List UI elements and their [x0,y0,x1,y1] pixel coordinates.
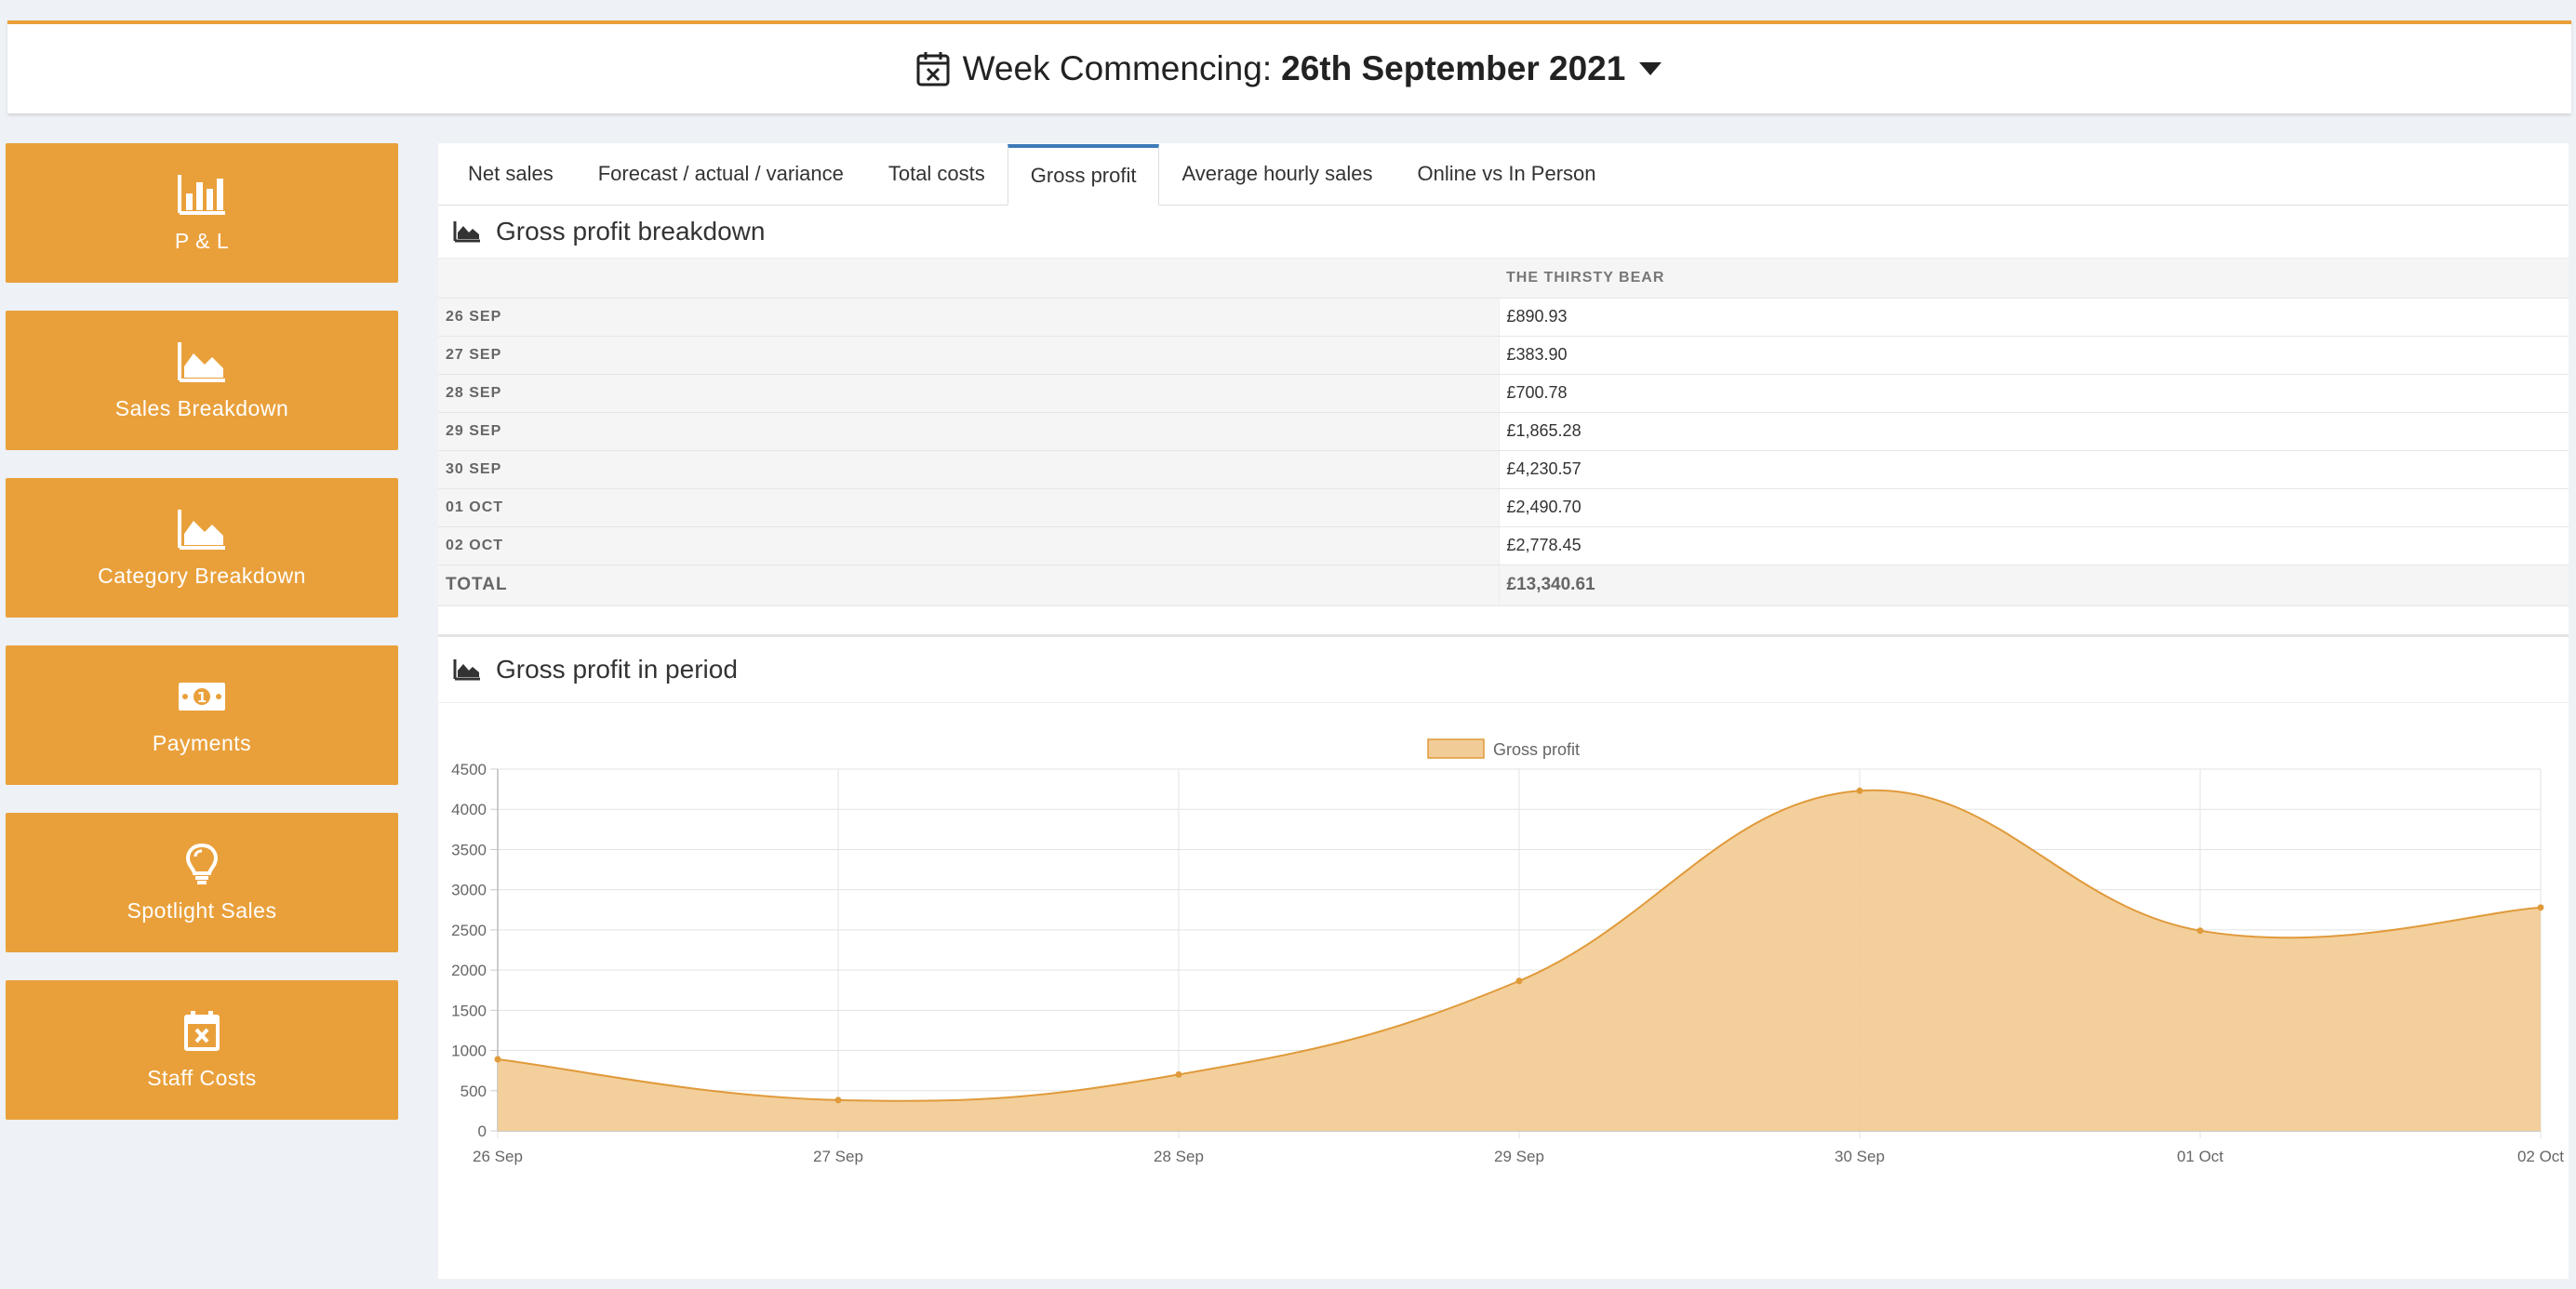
x-tick-label: 30 Sep [1835,1148,1885,1165]
y-tick-label: 2500 [451,921,487,938]
tab-bar: Net sales Forecast / actual / variance T… [438,143,2569,206]
x-tick-label: 01 Oct [2177,1148,2223,1165]
week-value: 26th September 2021 [1281,49,1626,87]
data-point [2196,926,2204,934]
week-header[interactable]: Week Commencing: 26th September 2021 [7,20,2571,113]
row-date: 02 OCT [438,526,1500,565]
data-point [2537,903,2544,910]
row-date: 30 SEP [438,450,1500,489]
row-date: 28 SEP [438,374,1500,413]
sidebar-item-label: Payments [152,730,252,755]
period-title: Gross profit in period [496,654,738,684]
legend-swatch [1427,738,1485,759]
sidebar-item-category-breakdown[interactable]: Category Breakdown [6,478,398,618]
x-tick-label: 26 Sep [473,1148,523,1165]
table-row: 02 OCT £2,778.45 [438,526,2569,565]
data-point [494,1055,501,1062]
sidebar-item-label: Category Breakdown [98,563,306,588]
sidebar-item-payments[interactable]: 1 Payments [6,645,398,785]
data-point [1175,1070,1182,1078]
row-date: 29 SEP [438,412,1500,451]
sidebar: P & L Sales Breakdown Category Breakdown… [6,143,398,1148]
y-tick-label: 1500 [451,1002,487,1019]
sidebar-item-pl[interactable]: P & L [6,143,398,283]
row-date: 27 SEP [438,336,1500,375]
main-panel: Net sales Forecast / actual / variance T… [438,143,2569,1279]
row-value: £2,490.70 [1499,488,2569,527]
tab-average-hourly-sales[interactable]: Average hourly sales [1181,162,1373,185]
table-row: 27 SEP £383.90 [438,336,2569,375]
caret-down-icon[interactable] [1638,60,1662,77]
x-tick-label: 28 Sep [1154,1148,1204,1165]
breakdown-table: THE THIRSTY BEAR 26 SEP £890.93 27 SEP £38… [438,259,2569,606]
breakdown-title: Gross profit breakdown [496,217,766,246]
total-label: TOTAL [438,565,1500,606]
header-site: THE THIRSTY BEAR [1499,259,2569,299]
money-icon: 1 [179,682,225,711]
row-value: £700.78 [1499,374,2569,413]
area-chart-icon [178,509,225,550]
row-date: 26 SEP [438,298,1500,337]
y-tick-label: 1000 [451,1042,487,1059]
data-point [1856,787,1863,794]
row-value: £4,230.57 [1499,450,2569,489]
table-row: 26 SEP £890.93 [438,298,2569,337]
x-tick-label: 29 Sep [1494,1148,1544,1165]
row-value: £2,778.45 [1499,526,2569,565]
y-tick-label: 4500 [451,761,487,778]
x-tick-label: 27 Sep [813,1148,863,1165]
table-row: 30 SEP £4,230.57 [438,450,2569,489]
sidebar-item-label: Spotlight Sales [127,897,277,923]
sidebar-item-sales-breakdown[interactable]: Sales Breakdown [6,311,398,450]
bar-chart-icon [178,174,225,215]
sidebar-item-spotlight-sales[interactable]: Spotlight Sales [6,813,398,952]
svg-text:1: 1 [197,689,207,706]
tab-online-vs-in-person[interactable]: Online vs In Person [1417,162,1596,185]
row-date: 01 OCT [438,488,1500,527]
y-tick-label: 4000 [451,801,487,818]
total-row: TOTAL £13,340.61 [438,565,2569,606]
week-selector[interactable]: Week Commencing: 26th September 2021 [916,49,1663,88]
tab-forecast[interactable]: Forecast / actual / variance [597,162,844,185]
area-chart-icon [453,658,480,680]
area-chart-icon [178,341,225,382]
sidebar-item-staff-costs[interactable]: Staff Costs [6,980,398,1120]
table-row: 01 OCT £2,490.70 [438,488,2569,527]
y-tick-label: 3500 [451,841,487,858]
gross-profit-chart: 0 500 1000 1500 2000 2500 3000 3500 4000 4500 26 S… [451,738,2564,1165]
table-row: 29 SEP £1,865.28 [438,412,2569,451]
y-tick-label: 3000 [451,881,487,898]
x-tick-label: 02 Oct [2517,1148,2564,1165]
week-prefix: Week Commencing: [962,49,1273,87]
lightbulb-icon [185,843,219,884]
table-row: 28 SEP £700.78 [438,374,2569,413]
y-tick-label: 0 [478,1123,487,1140]
period-header: Gross profit in period [438,637,2569,703]
calendar-times-icon [916,52,950,86]
series-area [498,790,2541,1131]
y-tick-label: 500 [460,1082,487,1099]
period-section: Gross profit in period 0 500 1000 1500 2000 2… [438,637,2569,1279]
tab-gross-profit[interactable]: Gross profit [1007,144,1160,206]
header-date [438,259,1499,299]
row-value: £383.90 [1499,336,2569,375]
total-value: £13,340.61 [1499,565,2569,606]
sidebar-item-label: Sales Breakdown [114,395,289,420]
sidebar-item-label: Staff Costs [147,1065,257,1090]
area-chart-icon [453,221,480,243]
data-point [834,1096,842,1103]
tab-net-sales[interactable]: Net sales [468,162,554,185]
data-point [1515,977,1523,984]
row-value: £890.93 [1499,298,2569,337]
row-value: £1,865.28 [1499,412,2569,451]
section-divider [438,606,2569,637]
calendar-times-icon [184,1010,220,1051]
tab-total-costs[interactable]: Total costs [888,162,985,185]
y-tick-label: 2000 [451,962,487,979]
legend-label: Gross profit [1493,740,1580,759]
breakdown-header: Gross profit breakdown [438,206,2569,259]
sidebar-item-label: P & L [174,228,230,253]
